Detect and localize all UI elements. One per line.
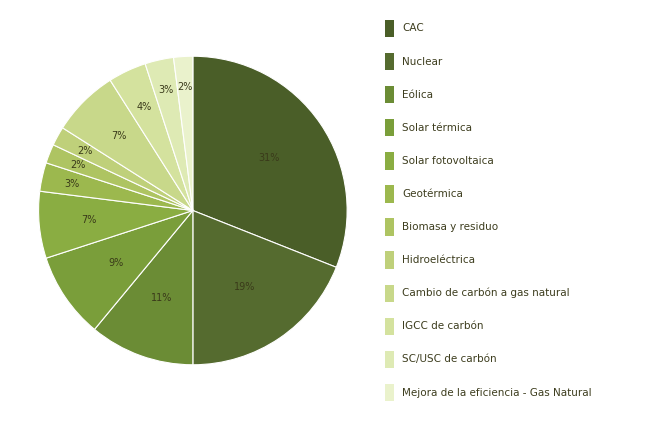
Text: CAC: CAC xyxy=(402,24,424,33)
Text: Solar fotovoltaica: Solar fotovoltaica xyxy=(402,156,494,166)
Text: Eólica: Eólica xyxy=(402,90,434,100)
Bar xyxy=(385,53,394,70)
Text: Geotérmica: Geotérmica xyxy=(402,189,464,199)
Wedge shape xyxy=(39,191,193,258)
Text: 2%: 2% xyxy=(178,83,193,92)
Text: Cambio de carbón a gas natural: Cambio de carbón a gas natural xyxy=(402,288,570,298)
Bar xyxy=(385,20,394,37)
Text: Mejora de la eficiencia - Gas Natural: Mejora de la eficiencia - Gas Natural xyxy=(402,388,592,397)
Wedge shape xyxy=(40,163,193,210)
Wedge shape xyxy=(94,210,193,365)
Text: Biomasa y residuo: Biomasa y residuo xyxy=(402,222,499,232)
Bar xyxy=(385,351,394,368)
Bar xyxy=(385,317,394,335)
Wedge shape xyxy=(174,56,193,210)
Bar xyxy=(385,185,394,203)
Text: Hidroeléctrica: Hidroeléctrica xyxy=(402,255,475,265)
Bar xyxy=(385,218,394,236)
Text: 4%: 4% xyxy=(136,102,152,112)
Text: 3%: 3% xyxy=(65,179,80,189)
Bar xyxy=(385,285,394,302)
Text: 11%: 11% xyxy=(151,293,172,303)
Text: 31%: 31% xyxy=(259,154,280,163)
Text: 2%: 2% xyxy=(77,146,92,156)
Wedge shape xyxy=(46,210,193,329)
Wedge shape xyxy=(193,56,347,267)
Text: IGCC de carbón: IGCC de carbón xyxy=(402,321,484,331)
Wedge shape xyxy=(53,128,193,210)
Wedge shape xyxy=(63,80,193,210)
Text: 9%: 9% xyxy=(108,258,124,267)
Wedge shape xyxy=(110,64,193,210)
Text: Nuclear: Nuclear xyxy=(402,56,443,67)
Bar xyxy=(385,251,394,269)
Text: 3%: 3% xyxy=(158,85,174,95)
Text: 7%: 7% xyxy=(111,131,126,141)
Bar xyxy=(385,152,394,170)
Text: 2%: 2% xyxy=(70,160,86,170)
Text: 7%: 7% xyxy=(80,216,96,225)
Wedge shape xyxy=(46,145,193,210)
Bar xyxy=(385,86,394,104)
Bar xyxy=(385,384,394,401)
Bar xyxy=(385,119,394,136)
Wedge shape xyxy=(193,210,336,365)
Wedge shape xyxy=(145,57,193,210)
Text: Solar térmica: Solar térmica xyxy=(402,123,472,133)
Text: 19%: 19% xyxy=(234,282,255,292)
Text: SC/USC de carbón: SC/USC de carbón xyxy=(402,354,497,365)
